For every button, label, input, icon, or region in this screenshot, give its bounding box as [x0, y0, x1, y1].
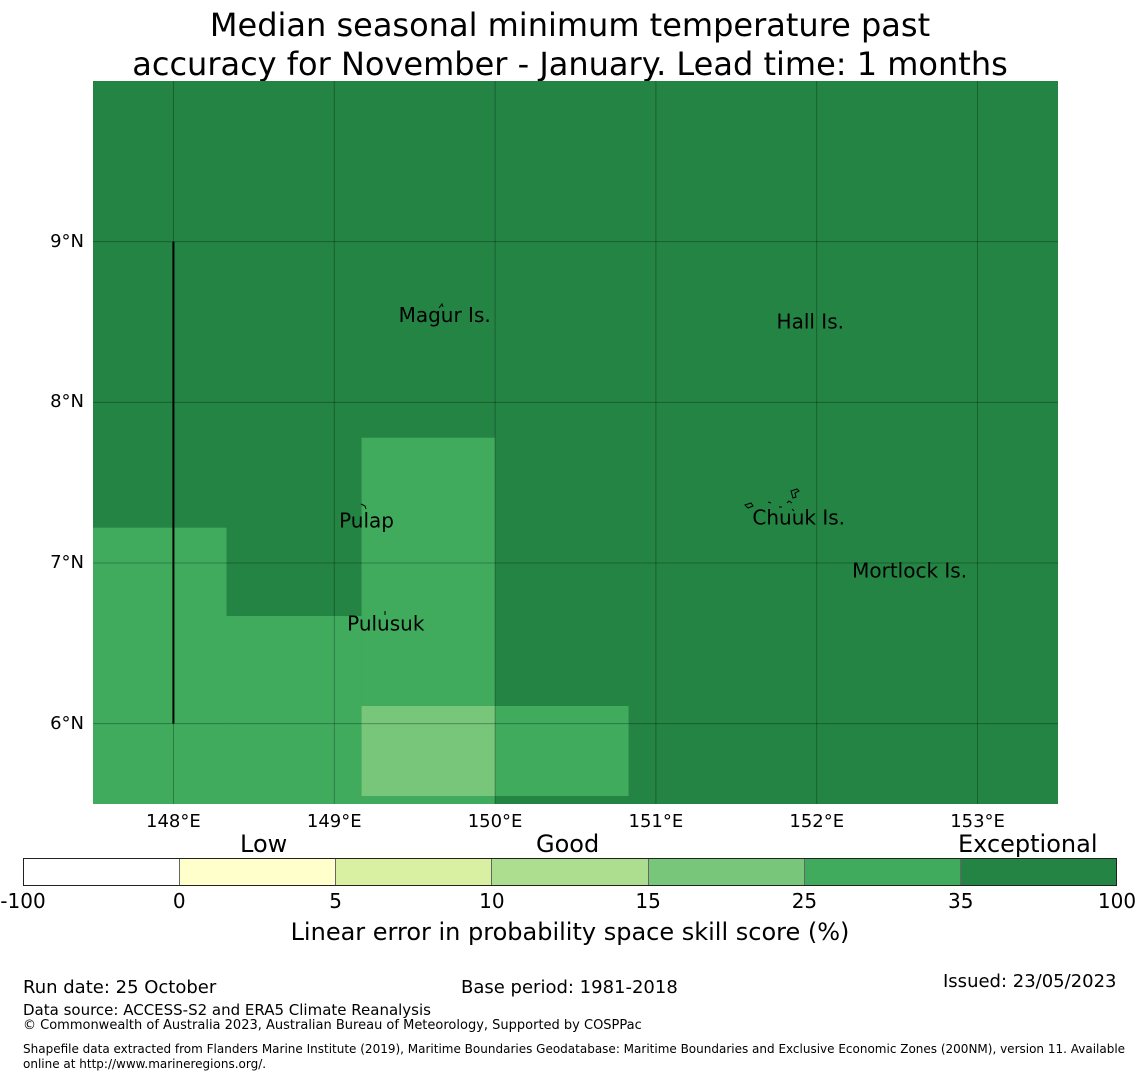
lon-tick-label: 153°E	[950, 811, 1005, 832]
skill-region-4	[361, 705, 496, 796]
colorbar-segment-3	[492, 859, 649, 885]
category-exceptional-label: Exceptional	[958, 830, 1098, 858]
pulap-island-outline	[360, 503, 367, 510]
lon-tick-label: 150°E	[467, 811, 523, 832]
skill-regions	[93, 437, 629, 804]
colorbar-tick-label: 5	[329, 889, 342, 913]
colorbar-tick-label: 15	[635, 889, 661, 913]
lon-tick-label: 152°E	[789, 811, 845, 832]
map-title-line-1: Median seasonal minimum temperature past	[209, 6, 931, 44]
lat-tick-label: 7°N	[50, 552, 84, 573]
island-outlines	[360, 302, 800, 615]
lat-tick-label: 8°N	[50, 391, 84, 413]
run-date: Run date: 25 October	[23, 977, 217, 998]
place-label-pulusuk: Pulusuk	[347, 611, 425, 635]
skill-score-map: Magur Is. Hall Is. Pulap Chuuk Is. Mortlock …	[93, 81, 1058, 804]
copyright-notice: © Commonwealth of Australia 2023, Austra…	[23, 1018, 642, 1033]
colorbar-segment-0	[24, 859, 181, 885]
issued-date: Issued: 23/05/2023	[943, 971, 1117, 992]
skill-region-0	[93, 527, 227, 804]
lon-tick-label: 148°E	[146, 811, 201, 832]
colorbar-segment-6	[960, 859, 1116, 885]
colorbar-segment-1	[180, 859, 337, 885]
lon-tick-label: 151°E	[628, 811, 684, 832]
colorbar-tick-label: -100	[0, 889, 46, 913]
colorbar	[23, 858, 1117, 886]
colorbar-segment-2	[336, 859, 493, 885]
colorbar-tick-label: 10	[479, 889, 505, 913]
skill-region-1	[226, 616, 362, 804]
data-source: Data source: ACCESS-S2 and ERA5 Climate …	[23, 1001, 431, 1019]
graticule	[93, 81, 1058, 804]
map-title-line-2: accuracy for November - January. Lead ti…	[132, 45, 1008, 83]
colorbar-tick-label: 100	[1097, 889, 1137, 913]
place-label-mortlock-is: Mortlock Is.	[852, 558, 967, 582]
skill-region-3	[495, 705, 629, 796]
category-good-label: Good	[536, 830, 600, 858]
shapefile-credit: Shapefile data extracted from Flanders M…	[23, 1042, 1126, 1071]
colorbar-segment-5	[804, 859, 961, 885]
lat-tick-label: 9°N	[50, 230, 84, 252]
place-label-pulap: Pulap	[339, 509, 394, 533]
colorbar-tick-label: 35	[947, 889, 974, 913]
place-label-magur-is: Magur Is.	[399, 303, 491, 327]
colorbar-tick-label: 0	[172, 889, 186, 913]
category-low-label: Low	[240, 830, 288, 858]
colorbar-tick-label: 25	[791, 889, 818, 913]
base-period: Base period: 1981-2018	[461, 977, 678, 998]
lat-tick-label: 6°N	[50, 712, 84, 734]
colorbar-segment-4	[648, 859, 805, 885]
place-label-hall-is: Hall Is.	[777, 309, 844, 333]
colorbar-label: Linear error in probability space skill …	[290, 918, 850, 946]
lon-tick-label: 149°E	[306, 811, 362, 832]
chuuk-lagoon-outline	[744, 488, 800, 512]
magur-island-outline	[438, 302, 444, 309]
place-label-chuuk-is: Chuuk Is.	[752, 505, 845, 529]
